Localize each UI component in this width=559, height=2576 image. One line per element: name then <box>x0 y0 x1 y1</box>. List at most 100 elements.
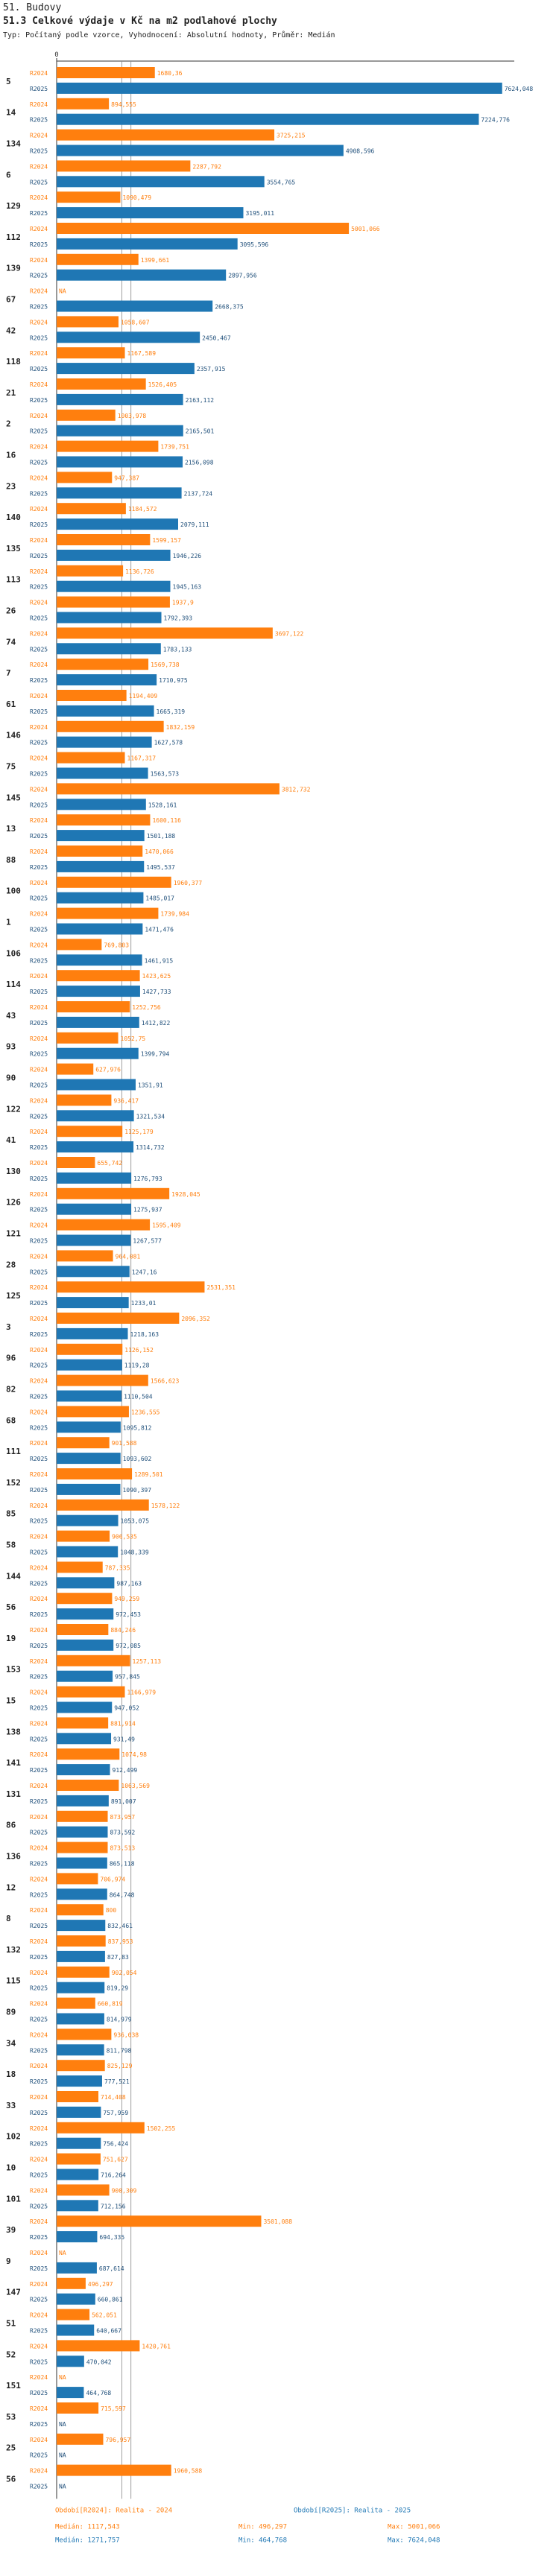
value-label: 5001,066 <box>351 226 380 232</box>
value-label: 912,499 <box>113 1767 138 1774</box>
bar-r2025 <box>57 2387 84 2399</box>
series-label: R2024 <box>30 1409 48 1415</box>
bar-r2025 <box>57 2355 84 2367</box>
min-r2025: Min: 464,768 <box>239 2537 287 2544</box>
group-label: 58 <box>6 1541 16 1550</box>
series-label: R2024 <box>30 413 48 419</box>
group-label: 28 <box>6 1260 16 1269</box>
group-label: 39 <box>6 2225 16 2235</box>
value-label: 3812,732 <box>282 786 311 793</box>
bar-r2025 <box>57 860 145 872</box>
bar-r2025 <box>57 1453 121 1465</box>
bar-r2024 <box>57 223 350 234</box>
max-r2024: Max: 5001,066 <box>388 2523 440 2531</box>
value-label: 757,959 <box>103 2110 128 2116</box>
bar-r2025 <box>57 269 227 281</box>
bar-r2024 <box>57 316 119 328</box>
bar-r2025 <box>57 456 183 468</box>
series-label: R2025 <box>30 1082 48 1089</box>
series-label: R2025 <box>30 1611 48 1618</box>
value-label: 1928,045 <box>171 1191 200 1198</box>
bar-r2025 <box>57 954 142 966</box>
bar-r2024 <box>57 1686 125 1698</box>
value-label: 751,627 <box>103 2157 128 2163</box>
series-label: R2025 <box>30 2297 48 2303</box>
group-label: 61 <box>6 699 16 709</box>
series-label: R2025 <box>30 1424 48 1431</box>
bar-r2025 <box>57 425 183 437</box>
bar-r2025 <box>57 1764 110 1776</box>
value-label: 1276,793 <box>133 1176 162 1182</box>
bar-r2024 <box>57 1810 108 1822</box>
series-label: R2024 <box>30 2063 48 2069</box>
series-label: R2025 <box>30 708 48 715</box>
bar-r2025 <box>57 238 238 250</box>
value-label: 1314,732 <box>136 1144 165 1151</box>
bar-r2025 <box>57 1203 132 1215</box>
series-label: R2025 <box>30 1362 48 1369</box>
value-label: 2668,375 <box>215 304 244 311</box>
bar-r2025 <box>57 1608 114 1620</box>
group-label: 118 <box>6 357 21 367</box>
series-label: R2025 <box>30 1518 48 1525</box>
group-label: 101 <box>6 2194 21 2204</box>
bar-r2024 <box>57 67 155 78</box>
value-label: 873,592 <box>110 1830 135 1836</box>
series-label: R2024 <box>30 2157 48 2163</box>
legend-r2024: Období[R2024]: Realita - 2024 <box>55 2507 172 2514</box>
bar-r2025 <box>57 518 179 530</box>
value-label: 2156,098 <box>185 460 214 466</box>
series-label: R2024 <box>30 1004 48 1011</box>
value-label: 1167,317 <box>127 755 157 762</box>
series-label: R2024 <box>30 1564 48 1571</box>
series-label: R2025 <box>30 1923 48 1929</box>
bar-r2025 <box>57 1172 132 1184</box>
series-label: R2024 <box>30 1751 48 1758</box>
value-label: 2137,724 <box>184 490 213 497</box>
group-label: 5 <box>6 77 11 86</box>
series-label: R2025 <box>30 2047 48 2054</box>
group-label: 14 <box>6 108 16 118</box>
bar-r2024 <box>57 2122 145 2134</box>
bar-r2024 <box>57 1406 129 1418</box>
value-label: 715,597 <box>101 2405 126 2412</box>
bar-r2024 <box>57 1343 123 1355</box>
series-label: R2025 <box>30 1861 48 1868</box>
series-label: R2025 <box>30 2421 48 2428</box>
median-r2024: Medián: 1117,543 <box>55 2523 120 2531</box>
group-label: 136 <box>6 1852 21 1862</box>
bar-r2025 <box>57 892 144 904</box>
legend-r2025: Období[R2025]: Realita - 2025 <box>294 2507 411 2514</box>
series-label: R2024 <box>30 755 48 762</box>
series-label: R2025 <box>30 895 48 902</box>
bar-r2024 <box>57 1126 123 1138</box>
bar-r2025 <box>57 2169 99 2180</box>
section-title: 51. Budovy <box>3 2 62 13</box>
value-label: 1937,9 <box>172 600 194 606</box>
series-label: R2024 <box>30 880 48 886</box>
value-label: 964,081 <box>116 1253 141 1260</box>
value-label: 1063,569 <box>121 1783 150 1789</box>
bar-r2025 <box>57 1514 119 1526</box>
bar-r2025 <box>57 145 344 156</box>
value-label: 1627,578 <box>154 740 183 746</box>
series-label: R2024 <box>30 724 48 731</box>
series-label: R2024 <box>30 848 48 855</box>
value-label: 4908,596 <box>346 148 375 155</box>
bar-r2025 <box>57 176 265 188</box>
bar-r2025 <box>57 767 148 779</box>
value-label: 2096,352 <box>181 1316 210 1322</box>
series-label: R2025 <box>30 2172 48 2179</box>
group-label: 34 <box>6 2038 16 2048</box>
group-label: 135 <box>6 544 21 553</box>
value-label: 1052,75 <box>121 1035 146 1042</box>
group-label: 16 <box>6 451 16 460</box>
bar-r2024 <box>57 846 143 857</box>
na-label: NA <box>59 2421 66 2428</box>
series-label: R2024 <box>30 1658 48 1665</box>
bar-r2025 <box>57 1733 112 1745</box>
bar-r2025 <box>57 1701 113 1713</box>
value-label: 2079,111 <box>180 521 209 528</box>
series-label: R2025 <box>30 210 48 217</box>
series-label: R2025 <box>30 2358 48 2365</box>
